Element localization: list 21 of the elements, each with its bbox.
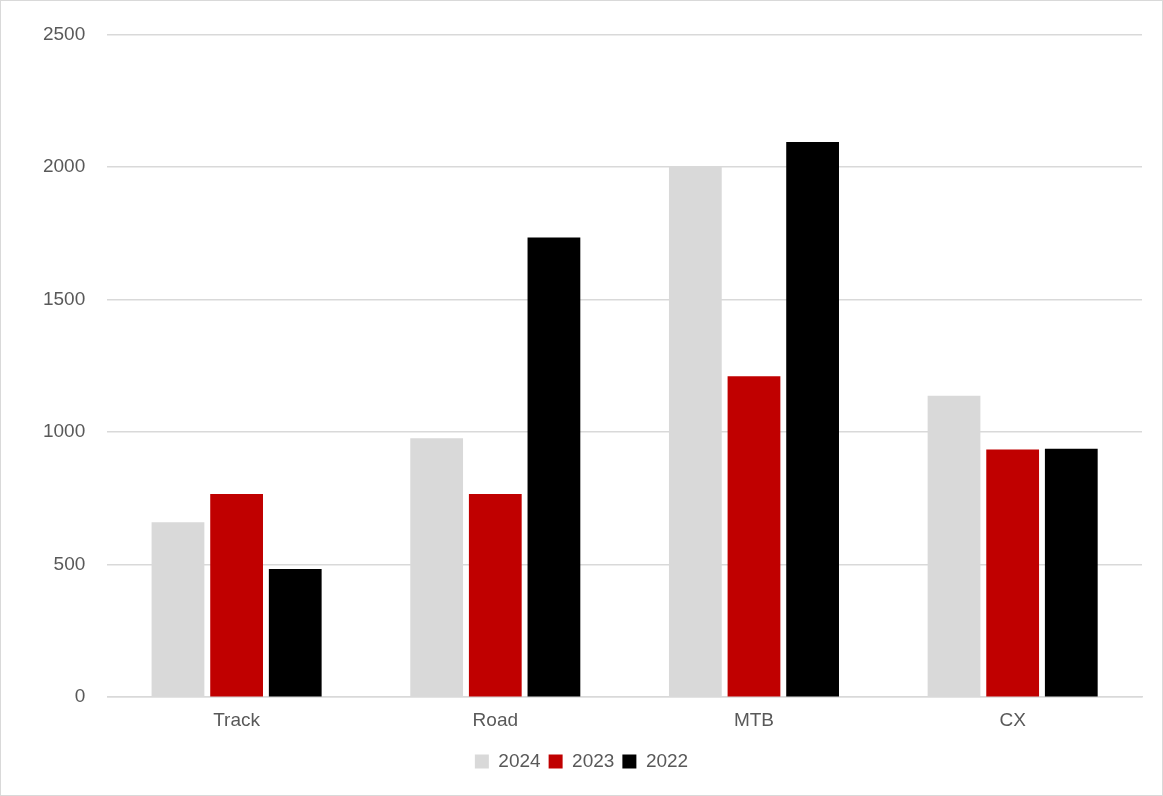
bar: [468, 494, 522, 697]
bar: [268, 568, 322, 697]
bar: [210, 494, 263, 697]
bar: [727, 376, 781, 697]
bar: [986, 449, 1040, 697]
y-tick-label: 2000: [42, 155, 86, 177]
bar: [1044, 448, 1098, 697]
legend-label: 2024: [498, 749, 542, 771]
y-tick-label: 2500: [42, 22, 86, 44]
bar: [527, 237, 581, 697]
x-tick-label: Road: [472, 708, 518, 730]
y-tick-label: 1500: [42, 287, 86, 309]
x-tick-label: Track: [213, 708, 261, 730]
y-tick-label: 1000: [42, 420, 86, 442]
legend-label: 2022: [645, 749, 689, 771]
y-tick-label: 500: [53, 552, 86, 574]
bar: [786, 142, 839, 697]
y-tick-label: 0: [74, 685, 86, 707]
legend-label: 2023: [572, 749, 615, 771]
x-tick-label: MTB: [733, 708, 775, 730]
x-tick-label: CX: [999, 708, 1027, 730]
